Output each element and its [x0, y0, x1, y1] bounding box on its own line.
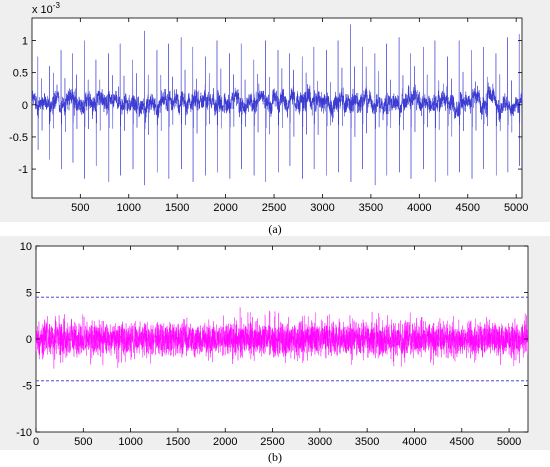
- chart-a-y-tick-label: 1: [22, 36, 28, 48]
- chart-a-y-ticks: -1 -0.5 0 0.5 1: [9, 36, 522, 176]
- chart-b-x-tick-label: 2000: [213, 436, 237, 448]
- chart-b-x-tick-label: 4500: [450, 436, 474, 448]
- chart-a-x-tick-label: 4500: [456, 202, 480, 214]
- chart-a-series-line: [31, 24, 523, 186]
- chart-a-x-tick-label: 3500: [359, 202, 383, 214]
- chart-a-x-tick-label: 500: [71, 202, 89, 214]
- chart-b-x-tick-label: 2500: [260, 436, 284, 448]
- chart-b-x-tick-label: 500: [74, 436, 92, 448]
- chart-b-series: [35, 307, 529, 369]
- chart-a-caption: (a): [268, 222, 281, 236]
- chart-b-y-ticks: -10 -5 0 5 10: [16, 241, 528, 439]
- chart-b-x-tick-label: 0: [33, 436, 39, 448]
- chart-a-x-tick-label: 1500: [165, 202, 189, 214]
- chart-a-series: [31, 24, 523, 186]
- chart-a-x-tick-label: 4000: [407, 202, 431, 214]
- chart-b-x-tick-label: 3500: [355, 436, 379, 448]
- chart-b-x-tick-label: 1500: [166, 436, 190, 448]
- chart-b-series-line: [35, 307, 529, 369]
- chart-a-y-tick-label: 0: [22, 100, 28, 112]
- chart-b-x-tick-label: 1000: [118, 436, 142, 448]
- chart-b-y-tick-label: 0: [26, 334, 32, 346]
- chart-a-x-tick-label: 2000: [213, 202, 237, 214]
- chart-b-thresholds: [36, 296, 528, 382]
- chart-b-x-ticks: 0 500 1000 1500 2000 2500 3000 3500 4000 4500 5000: [33, 246, 521, 448]
- chart-a-x-ticks: 500 1000 1500 2000 2500 3000 3500 4000 4500 5000: [71, 18, 528, 214]
- chart-a-x-tick-label: 3000: [310, 202, 334, 214]
- chart-b-y-tick-label: -5: [22, 381, 32, 393]
- chart-a: -1 -0.5 0 0.5 1 500 1000 1500 2000 2500 3000 3500 4…: [0, 0, 550, 236]
- chart-a-y-tick-label: -1: [18, 164, 28, 176]
- chart-a-y-tick-label: -0.5: [9, 132, 28, 144]
- chart-b-y-tick-label: -10: [16, 427, 32, 439]
- chart-a-x-tick-label: 1000: [117, 202, 141, 214]
- chart-b-x-tick-label: 5000: [497, 436, 521, 448]
- chart-b-y-tick-label: 10: [20, 241, 32, 253]
- chart-a-x-tick-label: 5000: [504, 202, 528, 214]
- chart-b-x-tick-label: 3000: [308, 436, 332, 448]
- chart-b-y-tick-label: 5: [26, 288, 32, 300]
- chart-a-exponent-label: x 10-3: [32, 1, 60, 16]
- chart-a-y-tick-label: 0.5: [13, 68, 28, 80]
- chart-b: -10 -5 0 5 10 0 500 1000 1500 2000 2500 3000 3500 40…: [0, 236, 550, 464]
- chart-a-x-tick-label: 2500: [262, 202, 286, 214]
- chart-b-x-tick-label: 4000: [402, 436, 426, 448]
- chart-b-caption: (b): [268, 450, 282, 464]
